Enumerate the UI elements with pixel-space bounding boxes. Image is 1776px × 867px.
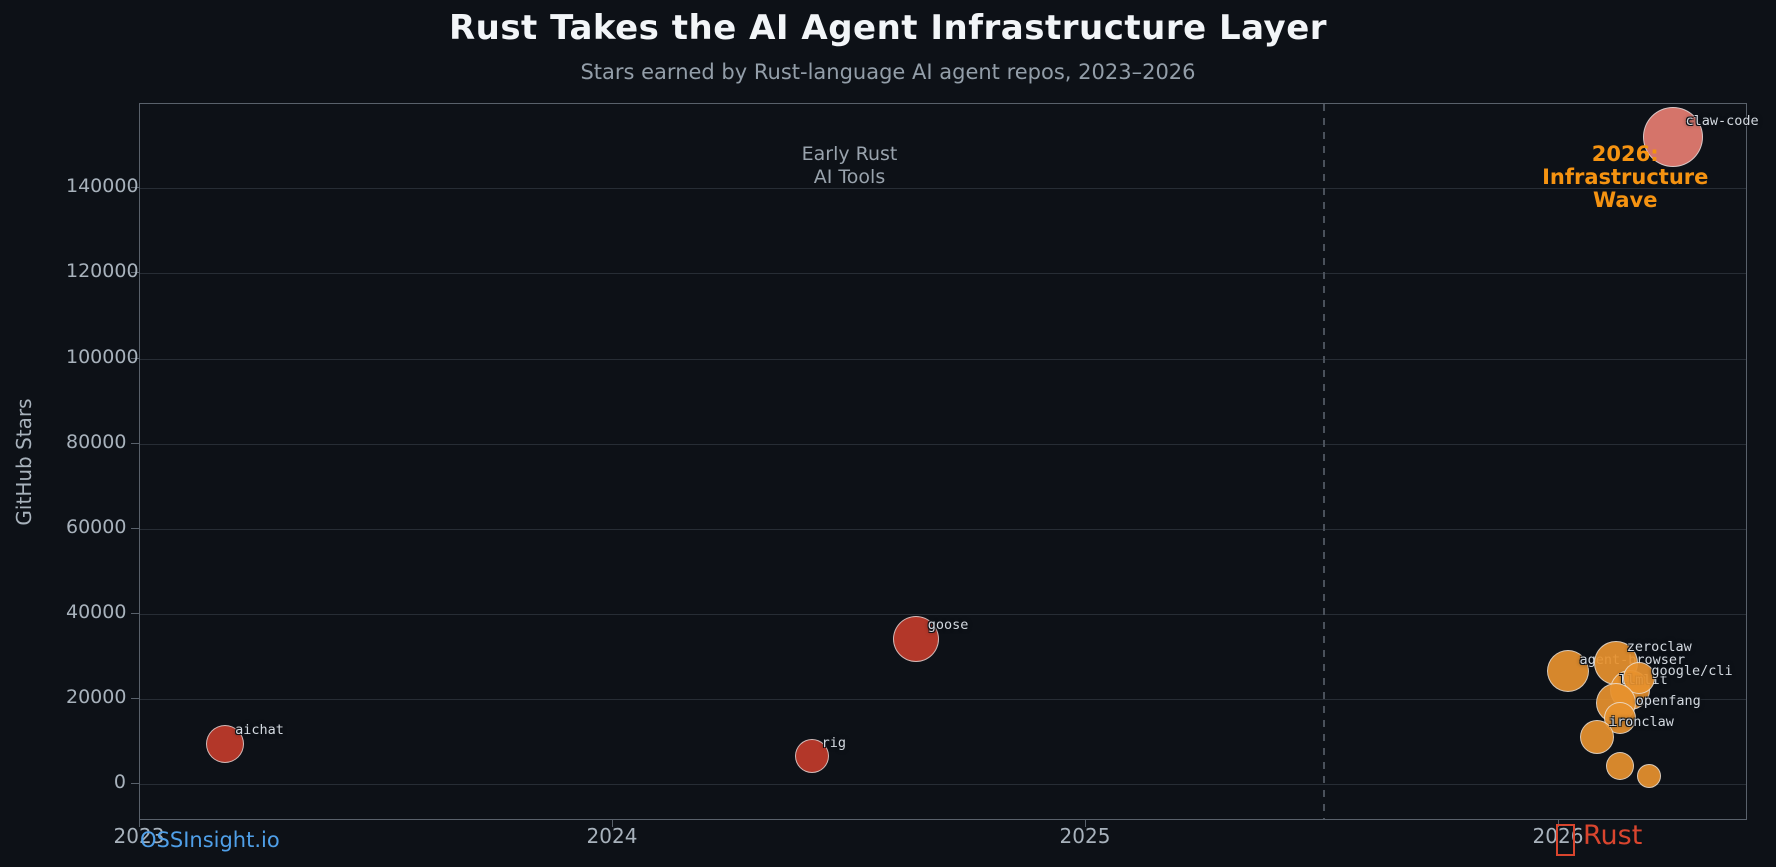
x-tick-mark — [612, 820, 613, 827]
repo-label: claw-code — [1685, 113, 1759, 130]
y-gridline — [140, 188, 1746, 190]
y-tick-label: 80000 — [66, 430, 127, 453]
y-tick-label: 0 — [113, 771, 126, 793]
repo-bubble-goose — [892, 616, 939, 663]
repo-bubble — [1636, 763, 1661, 788]
repo-label: aichat — [235, 721, 284, 738]
y-gridline — [140, 613, 1746, 615]
y-gridline — [140, 358, 1746, 360]
y-tick-mark — [131, 272, 139, 274]
y-gridline — [140, 528, 1746, 530]
y-tick-label: 40000 — [66, 600, 127, 623]
y-tick-label: 100000 — [66, 345, 139, 368]
chart-title: Rust Takes the AI Agent Infrastructure L… — [448, 8, 1328, 48]
y-tick-mark — [131, 527, 139, 529]
x-tick-label: 2025 — [1059, 824, 1111, 848]
chart-subtitle: Stars earned by Rust-language AI agent r… — [580, 60, 1196, 84]
repo-label: ironclaw — [1608, 714, 1674, 731]
y-tick-mark — [131, 697, 139, 699]
y-tick-mark — [131, 783, 139, 784]
repo-label: zeroclaw — [1626, 638, 1692, 655]
y-tick-mark — [131, 187, 139, 189]
repo-label: google/cli — [1651, 662, 1733, 679]
y-tick-mark — [131, 357, 139, 359]
repo-bubble-aichat — [206, 724, 245, 763]
repo-bubble — [1606, 752, 1635, 781]
y-gridline — [140, 698, 1746, 700]
ossinsight-link[interactable]: OSSInsight.io — [140, 828, 280, 852]
plot-area: aichatriggooseclaw-codeagent-browserzero… — [139, 103, 1759, 820]
repo-label: openfang — [1635, 693, 1701, 710]
x-tick-label: 2023 — [113, 824, 165, 848]
y-gridline — [140, 443, 1746, 445]
repo-bubble-rig — [794, 738, 829, 773]
phase-divider-line — [1322, 104, 1325, 819]
y-tick-label: 120000 — [66, 260, 139, 283]
y-tick-label: 20000 — [66, 685, 127, 708]
x-tick-mark — [1558, 820, 1559, 827]
crab-emoji-tofu-icon — [1556, 824, 1575, 856]
annotation-early-rust-ai-tools: Early Rust AI Tools — [801, 143, 898, 189]
y-tick-mark — [131, 442, 139, 444]
rust-label: Rust — [1583, 820, 1643, 851]
repo-bubble-claw-code — [1642, 107, 1703, 168]
y-gridline — [140, 784, 1746, 785]
x-tick-mark — [1085, 820, 1086, 827]
x-tick-mark — [139, 820, 140, 827]
repo-label: rig — [821, 734, 847, 751]
repo-bubble-agent-browser — [1547, 650, 1590, 693]
x-tick-label: 2024 — [586, 824, 638, 848]
y-tick-mark — [131, 612, 139, 614]
rust-language-badge: Rust — [1556, 820, 1642, 856]
y-axis-label: GitHub Stars — [12, 398, 36, 526]
y-tick-label: 60000 — [66, 515, 127, 538]
y-gridline — [140, 273, 1746, 275]
y-tick-label: 140000 — [66, 175, 139, 198]
repo-label: goose — [927, 617, 969, 634]
repo-bubble-ironclaw — [1579, 720, 1614, 755]
annotation-infrastructure-wave: 2026: Infrastructure Wave — [1542, 142, 1709, 213]
